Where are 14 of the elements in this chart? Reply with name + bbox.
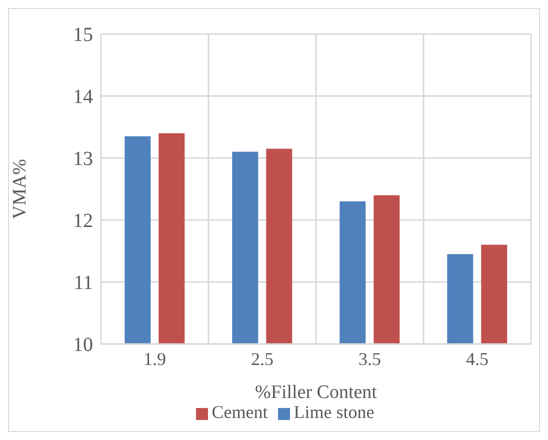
y-tick-label: 10 [73, 334, 93, 356]
y-tick-label: 14 [73, 86, 93, 108]
x-tick-label: 1.9 [144, 348, 166, 369]
y-tick-label: 15 [73, 24, 93, 46]
x-axis-title: %Filler Content [255, 382, 378, 403]
x-tick-label: 4.5 [466, 348, 488, 369]
legend-label: Lime stone [294, 402, 374, 422]
y-tick-label: 11 [74, 272, 93, 294]
y-tick-label: 13 [73, 148, 93, 170]
y-tick-label: 12 [73, 210, 93, 232]
x-tick-label: 2.5 [251, 348, 274, 369]
x-tick-label: 3.5 [358, 348, 381, 369]
y-axis-title: VMA% [10, 158, 31, 220]
legend-label: Cement [212, 402, 268, 422]
